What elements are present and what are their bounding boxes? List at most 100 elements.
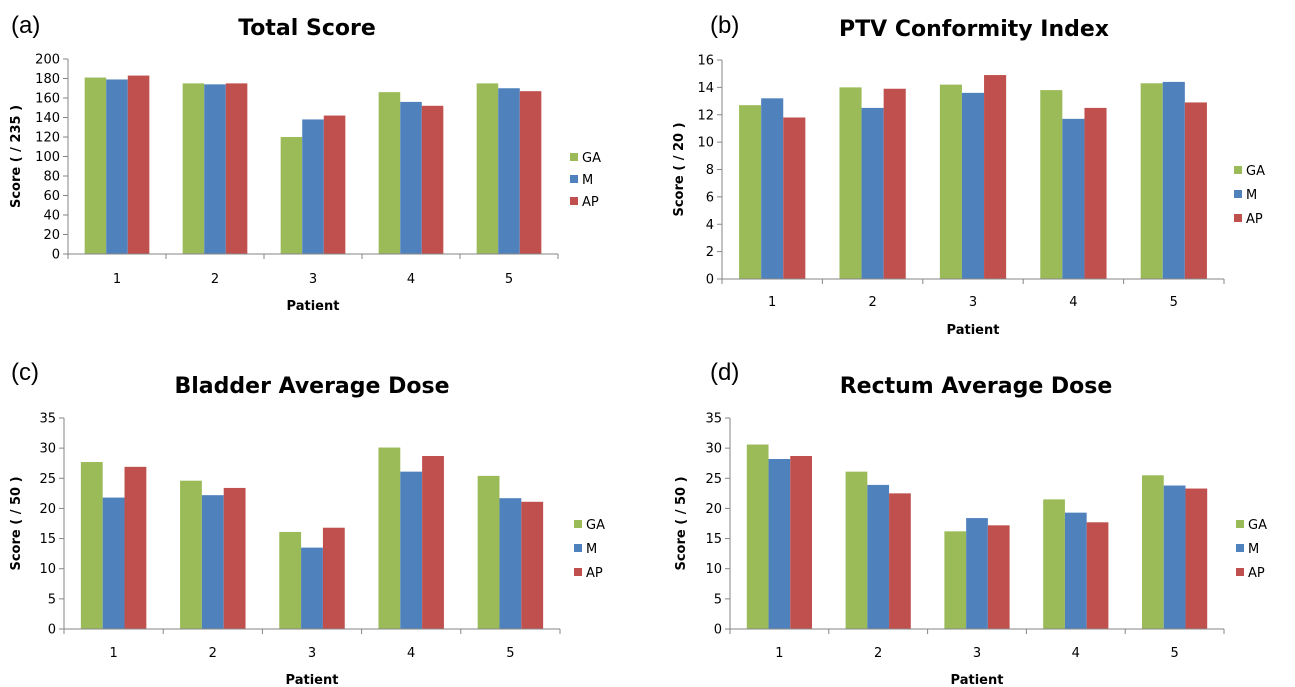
bar-ap [225, 83, 248, 254]
x-tick-label: 1 [775, 646, 783, 661]
bar-ap [322, 527, 345, 629]
bar-m [1163, 485, 1186, 629]
x-tick-label: 2 [211, 272, 219, 287]
legend-swatch [1236, 568, 1244, 576]
bar-m [966, 518, 988, 629]
bar-ga [739, 105, 762, 279]
chart-title: Bladder Average Dose [175, 374, 450, 399]
y-tick-label: 120 [35, 131, 60, 146]
bar-ga [280, 137, 303, 254]
bar-ap [783, 117, 806, 279]
chart-title: Total Score [238, 16, 376, 41]
x-tick-label: 1 [113, 272, 121, 287]
y-tick-label: 10 [697, 136, 714, 151]
bar-m [301, 547, 323, 629]
y-tick-label: 0 [48, 623, 56, 638]
legend-label: AP [1246, 212, 1263, 227]
panel-label: (a) [11, 12, 40, 39]
y-tick-label: 25 [39, 472, 56, 487]
y-tick-label: 2 [706, 245, 714, 260]
y-tick-label: 20 [43, 228, 60, 243]
x-tick-label: 2 [868, 295, 876, 310]
bar-ap [223, 487, 246, 629]
y-tick-label: 20 [39, 502, 56, 517]
x-tick-label: 4 [407, 646, 415, 661]
y-tick-label: 6 [706, 190, 714, 205]
bar-ap [323, 115, 346, 254]
bar-m [400, 101, 422, 255]
x-tick-label: 2 [874, 646, 882, 661]
bar-m [1162, 81, 1185, 280]
y-tick-label: 10 [705, 562, 722, 577]
x-tick-label: 1 [109, 646, 117, 661]
x-axis-label: Patient [947, 323, 1000, 338]
y-tick-label: 0 [714, 623, 722, 638]
bar-m [106, 79, 128, 254]
y-tick-label: 200 [35, 53, 60, 68]
legend-label: GA [586, 518, 605, 533]
bar-m [201, 495, 224, 629]
y-tick-label: 30 [705, 442, 722, 457]
bar-ga [944, 531, 967, 629]
y-tick-label: 20 [705, 502, 722, 517]
bar-ga [939, 84, 962, 279]
bar-ga [477, 475, 500, 629]
y-tick-label: 100 [35, 150, 60, 165]
bar-ga [84, 77, 107, 255]
bar-m [861, 107, 884, 279]
legend-swatch [1236, 520, 1244, 528]
bar-m [400, 471, 423, 629]
x-tick-label: 3 [969, 295, 977, 310]
bar-ga [476, 83, 499, 254]
x-tick-label: 5 [505, 272, 513, 287]
bar-m [204, 84, 226, 254]
legend-label: GA [1246, 164, 1265, 179]
x-axis-label: Patient [287, 299, 340, 314]
y-tick-label: 8 [706, 163, 714, 178]
y-tick-label: 16 [697, 54, 714, 69]
bar-ap [519, 91, 542, 254]
bar-m [961, 92, 985, 279]
panel-label: (b) [710, 12, 739, 39]
bar-ap [124, 466, 147, 629]
y-tick-label: 30 [39, 442, 56, 457]
bar-ap [127, 75, 150, 254]
x-tick-label: 5 [1170, 295, 1178, 310]
legend-swatch [570, 197, 578, 205]
legend-label: AP [586, 566, 603, 581]
y-axis-label: Score ( / 235 ) [9, 105, 24, 208]
legend-swatch [570, 175, 578, 183]
legend-label: M [582, 173, 593, 188]
panel-label: (c) [11, 359, 39, 386]
x-tick-label: 4 [1069, 295, 1077, 310]
y-tick-label: 35 [39, 412, 56, 427]
bar-m [768, 458, 791, 629]
y-tick-label: 40 [43, 209, 60, 224]
legend-label: GA [582, 151, 601, 166]
x-tick-label: 2 [209, 646, 217, 661]
y-tick-label: 5 [48, 592, 56, 607]
y-tick-label: 4 [706, 218, 714, 233]
legend-label: AP [1248, 566, 1265, 581]
y-tick-label: 160 [35, 92, 60, 107]
bar-ap [1086, 522, 1109, 629]
bar-ap [883, 88, 906, 280]
y-tick-label: 5 [714, 592, 722, 607]
y-tick-label: 15 [39, 532, 56, 547]
legend-label: M [1246, 188, 1257, 203]
bar-ga [80, 462, 103, 629]
y-tick-label: 12 [697, 108, 714, 123]
legend-label: M [1248, 542, 1259, 557]
bar-ga [1140, 83, 1163, 279]
x-tick-label: 3 [973, 646, 981, 661]
legend-swatch [1234, 214, 1242, 222]
chart-panel: (a) Total Score 0 20 40 60 80 100 120 140 160 180 20… [9, 12, 601, 314]
bar-ap [422, 455, 444, 629]
bar-ap [1185, 488, 1208, 629]
panel-label: (d) [710, 359, 739, 386]
bar-ap [790, 455, 813, 629]
legend-label: M [586, 542, 597, 557]
x-tick-label: 3 [309, 272, 317, 287]
